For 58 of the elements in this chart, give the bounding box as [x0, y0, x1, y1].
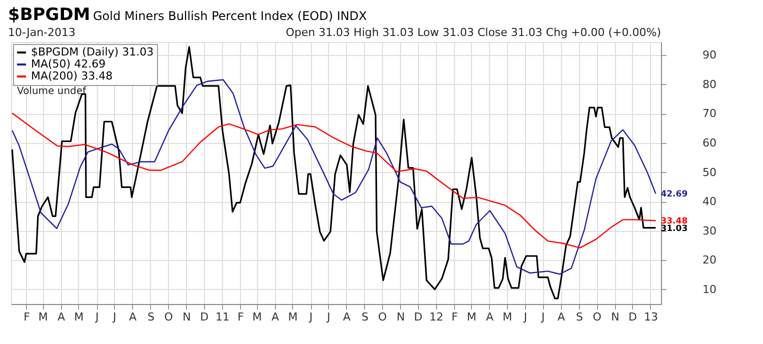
- x-tick-label: M: [38, 310, 48, 324]
- y-tick-label: 30: [702, 224, 716, 238]
- x-tick-label: 12: [429, 310, 444, 324]
- y-tick-label: 10: [702, 282, 716, 296]
- x-tick-label: A: [558, 310, 566, 324]
- x-tick-label: N: [396, 310, 405, 324]
- annotation: 42.69: [660, 190, 688, 200]
- chart-subtitle: Gold Miners Bullish Percent Index (EOD) INDX: [93, 9, 367, 23]
- annotation: Volume undef: [17, 86, 87, 97]
- x-tick-label: D: [200, 310, 209, 324]
- x-tick-label: M: [466, 310, 476, 324]
- y-tick-label: 20: [702, 254, 716, 267]
- x-tick-label: O: [378, 310, 388, 324]
- x-tick-label: J: [326, 310, 330, 324]
- y-tick-label: 70: [702, 107, 716, 120]
- x-tick-label: A: [342, 310, 351, 324]
- x-tick-label: D: [628, 310, 638, 324]
- x-tick-label: J: [94, 310, 99, 324]
- x-tick-label: F: [24, 310, 30, 324]
- text: Open 31.03 High 31.03 Low 31.03 Close 31.03 Chg +0.00 (+0.00%): [286, 26, 661, 39]
- x-tick-label: J: [112, 310, 116, 324]
- y-tick-label: 40: [702, 195, 716, 208]
- annotation: 31.03: [660, 224, 688, 234]
- x-tick-label: S: [361, 310, 368, 324]
- x-tick-label: D: [414, 310, 423, 324]
- x-tick-label: N: [611, 310, 620, 324]
- x-tick-label: 11: [216, 310, 230, 324]
- x-tick-label: F: [238, 310, 244, 324]
- legend-label: MA(50) 42.69: [31, 58, 106, 70]
- text: 10-Jan-2013: [8, 26, 76, 39]
- x-tick-label: A: [486, 310, 494, 324]
- legend-label: MA(200) 33.48: [31, 70, 113, 82]
- line-series: [12, 79, 656, 275]
- x-tick-label: S: [576, 310, 583, 324]
- y-tick-label: 50: [702, 166, 716, 179]
- x-tick-label: M: [252, 310, 262, 324]
- x-tick-label: F: [451, 310, 458, 324]
- x-tick-label: A: [129, 310, 138, 324]
- x-tick-label: J: [522, 310, 528, 324]
- x-tick-label: S: [148, 310, 155, 324]
- x-tick-label: N: [182, 310, 191, 324]
- legend-label: $BPGDM (Daily) 31.03: [31, 46, 154, 58]
- y-tick-label: 80: [702, 78, 716, 91]
- x-tick-label: O: [164, 310, 174, 324]
- x-tick-label: M: [288, 310, 298, 324]
- x-tick-label: O: [592, 310, 602, 324]
- line-series: [11, 46, 657, 300]
- x-tick-label: J: [308, 310, 313, 324]
- chart-title: $BPGDM: [8, 5, 90, 25]
- line-series: [12, 112, 656, 248]
- x-tick-label: M: [502, 310, 512, 324]
- x-tick-label: 13: [644, 310, 658, 324]
- x-tick-label: M: [74, 310, 84, 324]
- x-tick-label: A: [58, 310, 66, 324]
- y-tick-label: 90: [702, 48, 716, 62]
- x-tick-label: A: [271, 310, 280, 324]
- x-tick-label: J: [540, 310, 545, 324]
- y-tick-label: 60: [702, 136, 716, 150]
